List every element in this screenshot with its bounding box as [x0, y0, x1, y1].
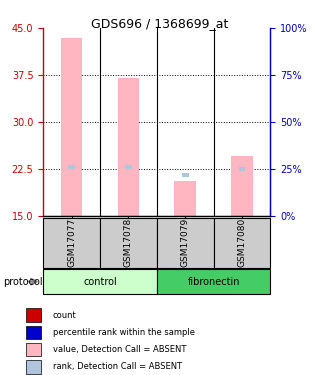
- Text: GSM17077: GSM17077: [67, 218, 76, 267]
- Bar: [26, 308, 42, 322]
- Text: value, Detection Call = ABSENT: value, Detection Call = ABSENT: [53, 345, 186, 354]
- Text: percentile rank within the sample: percentile rank within the sample: [53, 328, 195, 337]
- Bar: [174, 181, 196, 216]
- Bar: [26, 326, 42, 339]
- Bar: [61, 38, 82, 216]
- FancyBboxPatch shape: [43, 217, 100, 268]
- Text: count: count: [53, 310, 77, 320]
- Bar: [26, 360, 42, 374]
- Bar: [231, 156, 253, 216]
- FancyBboxPatch shape: [214, 217, 270, 268]
- Text: GSM17080: GSM17080: [237, 218, 246, 267]
- Text: rank, Detection Call = ABSENT: rank, Detection Call = ABSENT: [53, 362, 182, 371]
- Bar: [125, 165, 132, 169]
- FancyBboxPatch shape: [157, 269, 270, 294]
- Text: control: control: [83, 277, 117, 286]
- Text: GSM17078: GSM17078: [124, 218, 133, 267]
- Bar: [182, 173, 189, 177]
- FancyBboxPatch shape: [100, 217, 157, 268]
- Bar: [238, 166, 245, 171]
- Bar: [68, 165, 75, 169]
- Text: protocol: protocol: [3, 277, 43, 286]
- FancyBboxPatch shape: [157, 217, 214, 268]
- Bar: [118, 78, 139, 216]
- FancyBboxPatch shape: [43, 269, 157, 294]
- Text: GDS696 / 1368699_at: GDS696 / 1368699_at: [91, 17, 229, 30]
- Text: GSM17079: GSM17079: [181, 218, 190, 267]
- Bar: [26, 343, 42, 356]
- Text: fibronectin: fibronectin: [187, 277, 240, 286]
